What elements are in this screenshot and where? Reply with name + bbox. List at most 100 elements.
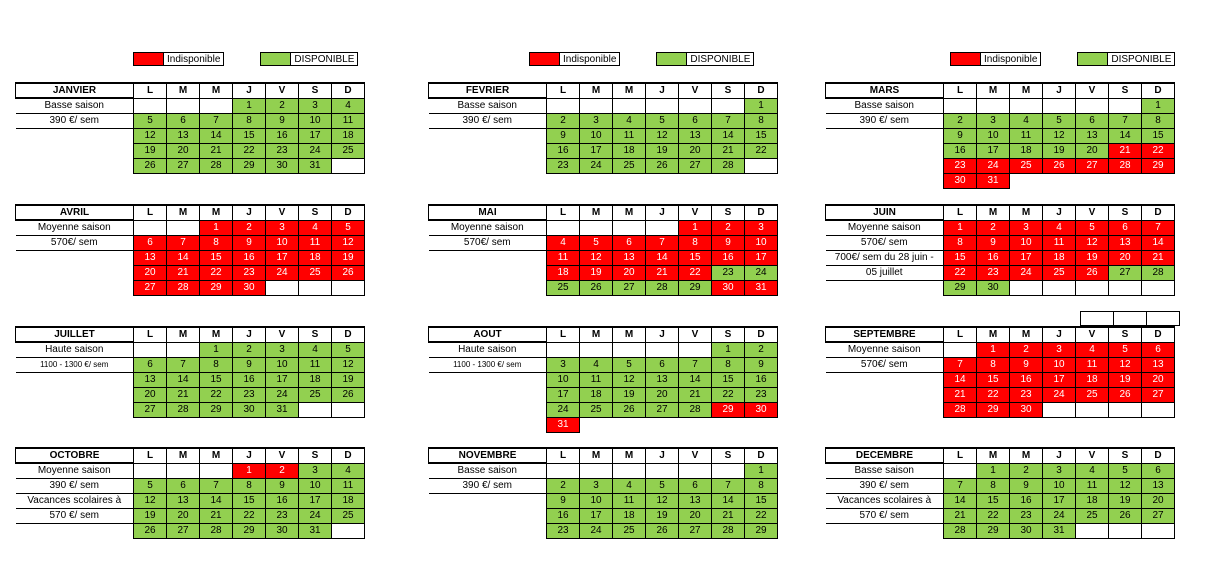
- day-unavailable[interactable]: 24: [1009, 264, 1043, 281]
- day-available[interactable]: 1: [711, 341, 745, 358]
- day-available[interactable]: 7: [199, 477, 233, 494]
- day-available[interactable]: 15: [232, 492, 266, 509]
- day-available[interactable]: 25: [331, 507, 365, 524]
- day-unavailable[interactable]: 2: [265, 462, 299, 479]
- day-available[interactable]: 24: [546, 401, 580, 418]
- day-available[interactable]: 10: [976, 127, 1010, 144]
- day-available[interactable]: 20: [133, 386, 167, 403]
- day-available[interactable]: 4: [612, 477, 646, 494]
- day-available[interactable]: 18: [612, 142, 646, 159]
- day-unavailable[interactable]: 12: [1108, 356, 1142, 373]
- day-unavailable[interactable]: 2: [711, 219, 745, 236]
- day-available[interactable]: 5: [133, 477, 167, 494]
- day-unavailable[interactable]: 26: [1108, 386, 1142, 403]
- day-available[interactable]: 21: [199, 142, 233, 159]
- day-available[interactable]: 6: [645, 356, 679, 373]
- day-available[interactable]: 9: [744, 356, 778, 373]
- day-empty[interactable]: [612, 219, 646, 236]
- day-available[interactable]: 10: [579, 492, 613, 509]
- day-empty[interactable]: [976, 97, 1010, 114]
- day-available[interactable]: 5: [645, 112, 679, 129]
- day-empty[interactable]: [612, 97, 646, 114]
- day-available[interactable]: 19: [645, 507, 679, 524]
- day-unavailable[interactable]: 15: [943, 249, 977, 266]
- day-unavailable[interactable]: 14: [1141, 234, 1175, 251]
- day-empty[interactable]: [166, 219, 200, 236]
- day-empty[interactable]: [1108, 401, 1142, 418]
- day-available[interactable]: 30: [265, 157, 299, 174]
- day-available[interactable]: 11: [298, 356, 332, 373]
- day-unavailable[interactable]: 21: [645, 264, 679, 281]
- day-unavailable[interactable]: 27: [1141, 386, 1175, 403]
- day-available[interactable]: 14: [166, 371, 200, 388]
- day-available[interactable]: 13: [1075, 127, 1109, 144]
- day-unavailable[interactable]: 2: [1009, 341, 1043, 358]
- day-empty[interactable]: [612, 462, 646, 479]
- day-unavailable[interactable]: 9: [232, 234, 266, 251]
- day-available[interactable]: 14: [711, 127, 745, 144]
- day-unavailable[interactable]: 22: [678, 264, 712, 281]
- day-available[interactable]: 7: [943, 477, 977, 494]
- day-unavailable[interactable]: 23: [976, 264, 1010, 281]
- day-available[interactable]: 3: [976, 112, 1010, 129]
- day-unavailable[interactable]: 25: [1075, 386, 1109, 403]
- day-unavailable[interactable]: 14: [166, 249, 200, 266]
- day-unavailable[interactable]: 3: [265, 219, 299, 236]
- day-empty[interactable]: [645, 462, 679, 479]
- day-available[interactable]: 23: [546, 157, 580, 174]
- day-empty[interactable]: [199, 462, 233, 479]
- day-available[interactable]: 1: [1141, 97, 1175, 114]
- day-available[interactable]: 6: [678, 112, 712, 129]
- day-available[interactable]: 12: [645, 127, 679, 144]
- day-available[interactable]: 23: [232, 386, 266, 403]
- day-available[interactable]: 22: [744, 142, 778, 159]
- day-available[interactable]: 20: [166, 142, 200, 159]
- day-available[interactable]: 18: [1009, 142, 1043, 159]
- day-unavailable[interactable]: 2: [976, 219, 1010, 236]
- day-empty[interactable]: [1108, 279, 1142, 296]
- day-available[interactable]: 2: [546, 112, 580, 129]
- day-unavailable[interactable]: 8: [943, 234, 977, 251]
- day-empty[interactable]: [579, 219, 613, 236]
- day-available[interactable]: 16: [943, 142, 977, 159]
- day-empty[interactable]: [331, 279, 365, 296]
- day-empty[interactable]: [711, 97, 745, 114]
- day-unavailable[interactable]: 21: [166, 264, 200, 281]
- day-available[interactable]: 25: [546, 279, 580, 296]
- day-unavailable[interactable]: 8: [678, 234, 712, 251]
- day-available[interactable]: 27: [645, 401, 679, 418]
- day-unavailable[interactable]: 2: [232, 219, 266, 236]
- day-unavailable[interactable]: 20: [1141, 371, 1175, 388]
- day-available[interactable]: 29: [976, 522, 1010, 539]
- day-available[interactable]: 1: [744, 462, 778, 479]
- day-available[interactable]: 24: [579, 157, 613, 174]
- day-available[interactable]: 5: [645, 477, 679, 494]
- day-available[interactable]: 5: [1108, 462, 1142, 479]
- day-available[interactable]: 2: [546, 477, 580, 494]
- day-unavailable[interactable]: 18: [546, 264, 580, 281]
- day-available[interactable]: 11: [612, 492, 646, 509]
- day-available[interactable]: 20: [1141, 492, 1175, 509]
- day-unavailable[interactable]: 1: [976, 341, 1010, 358]
- day-available[interactable]: 25: [1075, 507, 1109, 524]
- day-available[interactable]: 6: [1141, 462, 1175, 479]
- day-available[interactable]: 16: [1009, 492, 1043, 509]
- day-available[interactable]: 9: [546, 127, 580, 144]
- day-unavailable[interactable]: 1: [199, 219, 233, 236]
- day-available[interactable]: 11: [579, 371, 613, 388]
- day-available[interactable]: 23: [744, 386, 778, 403]
- day-available[interactable]: 29: [232, 157, 266, 174]
- day-empty[interactable]: [331, 157, 365, 174]
- day-available[interactable]: 2: [1009, 462, 1043, 479]
- day-unavailable[interactable]: 12: [331, 234, 365, 251]
- day-available[interactable]: 24: [298, 507, 332, 524]
- day-available[interactable]: 20: [645, 386, 679, 403]
- day-empty[interactable]: [678, 341, 712, 358]
- day-unavailable[interactable]: 14: [645, 249, 679, 266]
- day-available[interactable]: 28: [943, 522, 977, 539]
- day-available[interactable]: 17: [298, 127, 332, 144]
- day-available[interactable]: 21: [711, 142, 745, 159]
- day-available[interactable]: 5: [331, 341, 365, 358]
- day-unavailable[interactable]: 21: [1108, 142, 1142, 159]
- day-unavailable[interactable]: 3: [1042, 341, 1076, 358]
